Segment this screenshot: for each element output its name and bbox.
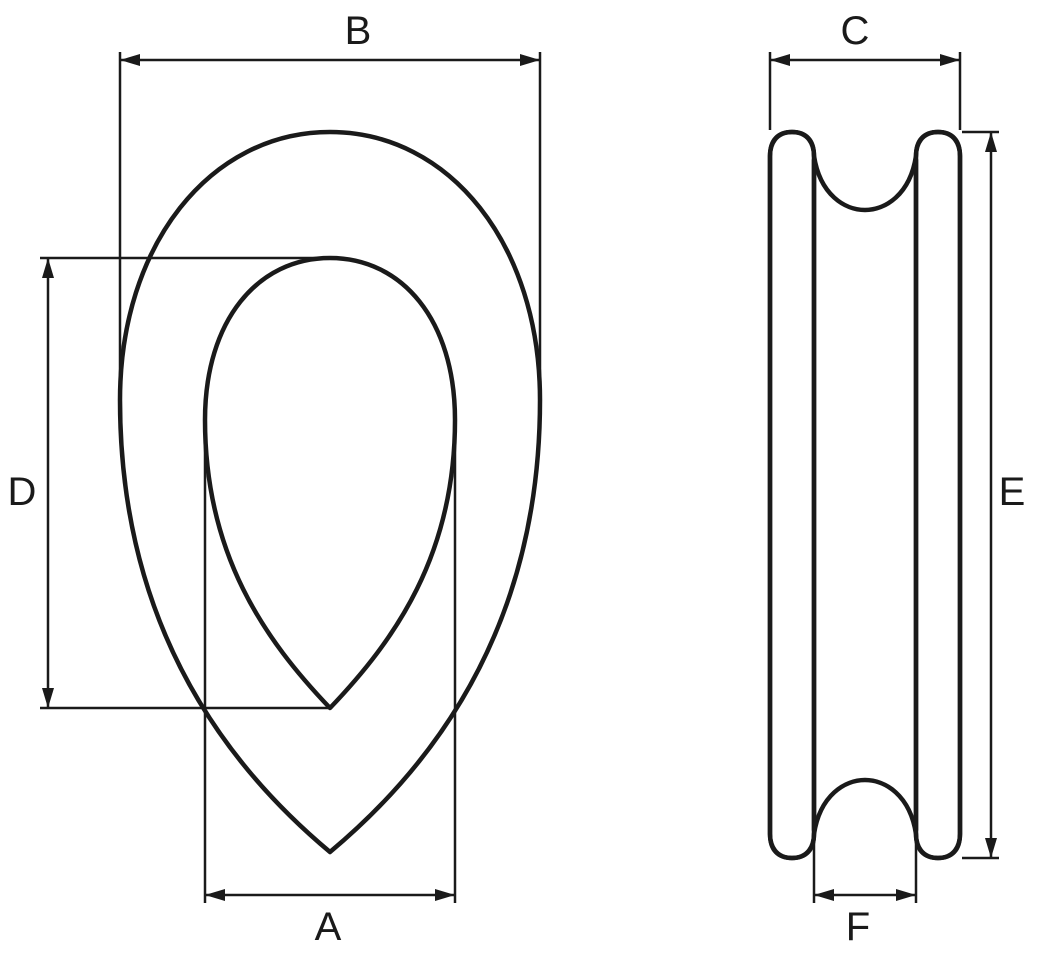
thimble-inner-outline	[205, 258, 455, 708]
dimension-E: E	[962, 132, 1025, 858]
label-B: B	[345, 9, 372, 53]
side-profile	[770, 132, 960, 858]
label-A: A	[315, 905, 342, 949]
side-outer-outline	[770, 132, 960, 858]
technical-drawing: B C A F D	[0, 0, 1037, 960]
thimble-outer-outline	[120, 132, 540, 852]
thimble-side-view	[770, 132, 960, 858]
dimension-C: C	[770, 9, 960, 130]
label-D: D	[8, 470, 37, 514]
dimension-F: F	[814, 840, 916, 949]
label-E: E	[999, 470, 1026, 514]
thimble-front-view	[120, 132, 540, 852]
dimension-A: A	[205, 440, 455, 949]
label-F: F	[846, 905, 870, 949]
label-C: C	[841, 9, 870, 53]
